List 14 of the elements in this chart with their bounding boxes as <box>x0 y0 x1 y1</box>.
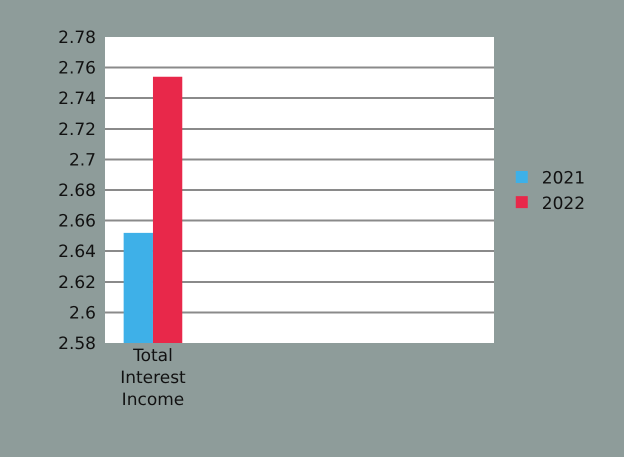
legend-label: 2021 <box>542 168 586 189</box>
y-tick-label: 2.72 <box>58 120 96 140</box>
y-tick-label: 2.74 <box>58 89 96 110</box>
y-tick-label: 2.7 <box>68 150 96 170</box>
y-tick-label: 2.62 <box>58 272 96 293</box>
y-tick-label: 2.66 <box>58 212 96 232</box>
y-tick-label: 2.64 <box>58 242 96 262</box>
y-tick-label: 2.78 <box>58 28 96 48</box>
y-tick-label: 2.58 <box>58 334 96 354</box>
y-tick-label: 2.76 <box>58 58 96 79</box>
y-tick-label: 2.6 <box>68 303 96 324</box>
legend-label: 2022 <box>542 194 586 214</box>
y-tick-label: 2.68 <box>58 180 96 201</box>
x-tick-label: Total Interest Income <box>120 346 186 410</box>
